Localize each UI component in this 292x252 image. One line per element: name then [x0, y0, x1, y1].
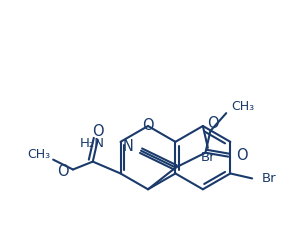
- Text: H₂N: H₂N: [80, 137, 105, 150]
- Text: O: O: [92, 124, 104, 139]
- Text: O: O: [142, 118, 154, 134]
- Text: O: O: [58, 164, 69, 179]
- Text: O: O: [236, 148, 248, 163]
- Text: N: N: [122, 139, 133, 154]
- Text: Br: Br: [201, 151, 215, 164]
- Text: O: O: [208, 115, 219, 131]
- Text: CH₃: CH₃: [231, 100, 254, 113]
- Text: Br: Br: [262, 172, 277, 185]
- Text: CH₃: CH₃: [27, 148, 50, 161]
